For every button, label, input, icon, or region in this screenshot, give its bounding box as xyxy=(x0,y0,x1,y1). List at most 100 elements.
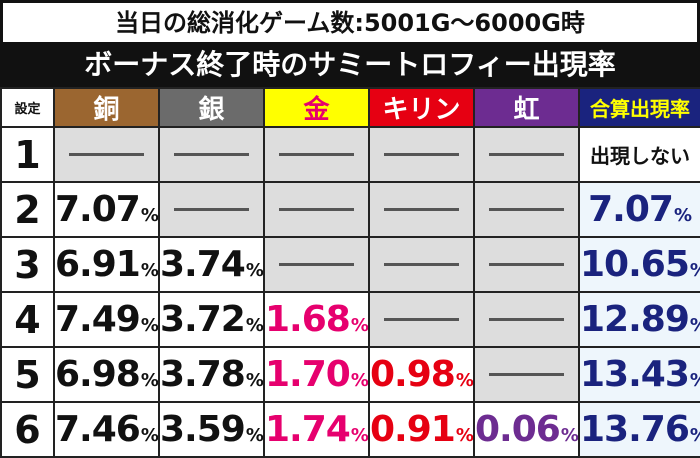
kirin-not-applicable-cell xyxy=(368,291,475,348)
kirin-not-applicable-cell xyxy=(368,236,475,293)
total-rate-value: 10.65 xyxy=(580,244,690,285)
silver-rate-cell: 3.59% xyxy=(158,401,265,458)
percent-sign: % xyxy=(140,370,159,391)
subtitle: 当日の総消化ゲーム数:5001G〜6000G時 xyxy=(0,0,700,42)
dash-mark xyxy=(279,263,354,266)
dash-mark xyxy=(279,208,354,211)
silver-rate-value: 3.78 xyxy=(160,354,246,395)
total-rate-value: 12.89 xyxy=(580,299,690,340)
dash-mark xyxy=(489,318,564,321)
percent-sign: % xyxy=(140,260,159,281)
percent-sign: % xyxy=(690,370,699,391)
setting-cell: 3 xyxy=(0,236,55,293)
gold-not-applicable-cell xyxy=(263,126,370,183)
silver-not-applicable-cell xyxy=(158,126,265,183)
gold-rate-value: 1.74 xyxy=(265,409,351,450)
page-title: ボーナス終了時のサミートロフィー出現率 xyxy=(0,42,700,87)
kirin-not-applicable-cell xyxy=(368,181,475,238)
gold-rate-cell: 1.70% xyxy=(263,346,370,403)
rainbow-rate-value: 0.06 xyxy=(475,409,561,450)
total-rate-value: 13.76 xyxy=(580,409,690,450)
trophy-rate-table: 設定 銅 銀 金 キリン 虹 合算出現率 1 出現しない 2 7.07% 7.07% 3 6… xyxy=(0,87,700,458)
kirin-not-applicable-cell xyxy=(368,126,475,183)
percent-sign: % xyxy=(560,425,579,446)
setting-cell: 4 xyxy=(0,291,55,348)
total-rate-cell: 7.07% xyxy=(578,181,700,238)
percent-sign: % xyxy=(350,315,369,336)
percent-sign: % xyxy=(690,260,699,281)
dash-mark xyxy=(384,208,459,211)
percent-sign: % xyxy=(673,205,692,226)
percent-sign: % xyxy=(690,425,699,446)
bronze-rate-cell: 6.91% xyxy=(53,236,160,293)
bronze-rate-cell: 7.49% xyxy=(53,291,160,348)
total-rate-cell: 12.89% xyxy=(578,291,700,348)
percent-sign: % xyxy=(690,315,699,336)
bronze-not-applicable-cell xyxy=(53,126,160,183)
header-kirin: キリン xyxy=(368,87,475,128)
gold-not-applicable-cell xyxy=(263,181,370,238)
table-row: 2 7.07% 7.07% xyxy=(0,181,700,238)
table-row: 47.49%3.72%1.68%12.89% xyxy=(0,291,700,348)
dash-mark xyxy=(489,263,564,266)
gold-not-applicable-cell xyxy=(263,236,370,293)
total-none-cell: 出現しない xyxy=(578,126,700,183)
total-rate-cell: 10.65% xyxy=(578,236,700,293)
percent-sign: % xyxy=(245,315,264,336)
total-rate-cell: 13.43% xyxy=(578,346,700,403)
percent-sign: % xyxy=(245,260,264,281)
silver-rate-cell: 3.72% xyxy=(158,291,265,348)
dash-mark xyxy=(489,153,564,156)
silver-rate-value: 3.59 xyxy=(160,409,246,450)
header-rainbow: 虹 xyxy=(473,87,580,128)
table-row: 36.91%3.74%10.65% xyxy=(0,236,700,293)
bronze-rate-value: 6.98 xyxy=(55,354,141,395)
gold-rate-value: 1.70 xyxy=(265,354,351,395)
percent-sign: % xyxy=(140,205,159,226)
header-silver: 銀 xyxy=(158,87,265,128)
dash-mark xyxy=(384,263,459,266)
rainbow-not-applicable-cell xyxy=(473,236,580,293)
percent-sign: % xyxy=(140,425,159,446)
gold-rate-value: 1.68 xyxy=(265,299,351,340)
total-rate-value: 13.43 xyxy=(580,354,690,395)
silver-rate-value: 3.72 xyxy=(160,299,246,340)
header-setting: 設定 xyxy=(0,87,55,128)
bronze-rate-cell: 7.07% xyxy=(53,181,160,238)
setting-cell: 5 xyxy=(0,346,55,403)
bronze-rate-value: 7.07 xyxy=(55,189,141,230)
dash-mark xyxy=(489,373,564,376)
header-gold: 金 xyxy=(263,87,370,128)
setting-cell: 1 xyxy=(0,126,55,183)
setting-cell: 2 xyxy=(0,181,55,238)
table-row: 1 出現しない xyxy=(0,126,700,183)
percent-sign: % xyxy=(455,425,474,446)
bronze-rate-value: 7.49 xyxy=(55,299,141,340)
dash-mark xyxy=(384,153,459,156)
bronze-rate-cell: 6.98% xyxy=(53,346,160,403)
dash-mark xyxy=(69,153,144,156)
bronze-rate-value: 7.46 xyxy=(55,409,141,450)
total-rate-value: 7.07 xyxy=(588,189,674,230)
setting-cell: 6 xyxy=(0,401,55,458)
rainbow-not-applicable-cell xyxy=(473,346,580,403)
kirin-rate-value: 0.98 xyxy=(370,354,456,395)
total-rate-cell: 13.76% xyxy=(578,401,700,458)
dash-mark xyxy=(489,208,564,211)
header-bronze: 銅 xyxy=(53,87,160,128)
percent-sign: % xyxy=(455,370,474,391)
percent-sign: % xyxy=(350,370,369,391)
percent-sign: % xyxy=(245,370,264,391)
rainbow-rate-cell: 0.06% xyxy=(473,401,580,458)
kirin-rate-value: 0.91 xyxy=(370,409,456,450)
silver-rate-cell: 3.78% xyxy=(158,346,265,403)
percent-sign: % xyxy=(350,425,369,446)
silver-rate-value: 3.74 xyxy=(160,244,246,285)
silver-rate-cell: 3.74% xyxy=(158,236,265,293)
kirin-rate-cell: 0.98% xyxy=(368,346,475,403)
percent-sign: % xyxy=(140,315,159,336)
gold-rate-cell: 1.68% xyxy=(263,291,370,348)
bronze-rate-value: 6.91 xyxy=(55,244,141,285)
silver-not-applicable-cell xyxy=(158,181,265,238)
